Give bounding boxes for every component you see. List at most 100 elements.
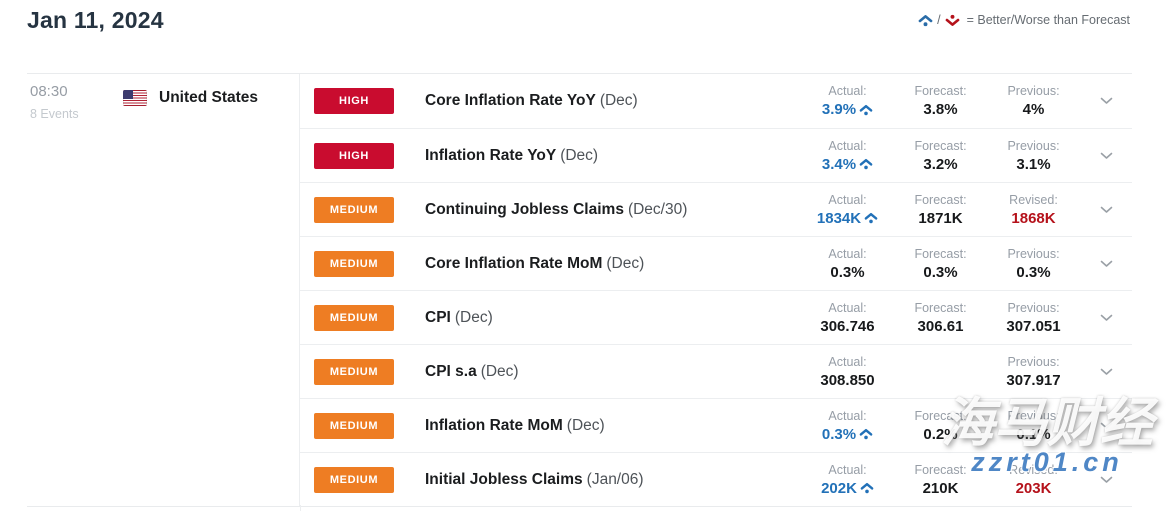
forecast-label: Forecast: [914,462,967,477]
event-title: Initial Jobless Claims [425,470,583,488]
actual-value: 308.850 [820,371,875,389]
event-name[interactable]: Inflation Rate MoM (Dec) [425,417,801,435]
previous-label: Previous: [1007,408,1060,423]
forecast-label: Forecast: [914,300,967,315]
column-divider-extension [300,505,301,511]
expand-row-button[interactable] [1080,476,1132,484]
chevron-down-icon [1100,368,1112,375]
actual-column: Actual: 202K [801,463,894,497]
better-than-forecast-icon [860,482,874,494]
economic-calendar-table: 08:30 8 Events United States HIGH Core I… [27,73,1132,507]
event-name[interactable]: CPI s.a (Dec) [425,363,801,381]
event-row-core-inflation-rate-mom[interactable]: MEDIUM Core Inflation Rate MoM (Dec) Actu… [300,236,1132,290]
expand-row-button[interactable] [1080,314,1132,322]
actual-label: Actual: [828,84,867,98]
forecast-value: 306.61 [917,317,964,335]
expand-row-button[interactable] [1080,97,1132,105]
chevron-down-icon [1100,476,1112,483]
forecast-column: Forecast: 306.61 [894,301,987,335]
impact-badge: MEDIUM [314,358,394,385]
chevron-down-icon [1100,97,1112,104]
actual-value: 306.746 [820,317,875,335]
forecast-label: Forecast: [914,138,967,153]
event-title: CPI s.a [425,362,477,380]
events-count: 8 Events [30,107,79,121]
country-row[interactable]: United States [123,89,258,107]
event-name[interactable]: Continuing Jobless Claims (Dec/30) [425,201,801,219]
expand-row-button[interactable] [1080,206,1132,214]
time-country-cell: 08:30 8 Events United States [27,74,300,506]
better-than-forecast-icon [859,158,873,170]
revised-column: Revised: 1868K [987,193,1080,227]
actual-value: 3.4% [801,156,894,173]
actual-value: 202K [801,480,894,497]
better-than-forecast-icon [859,428,873,440]
previous-value: 4% [1022,101,1045,118]
event-row-initial-jobless-claims[interactable]: MEDIUM Initial Jobless Claims (Jan/06) Ac… [300,452,1132,506]
event-row-inflation-rate-yoy[interactable]: HIGH Inflation Rate YoY (Dec) Actual: 3.4… [300,128,1132,182]
forecast-label: Forecast: [914,246,967,261]
actual-label: Actual: [828,300,867,315]
event-title: Inflation Rate MoM [425,416,563,434]
forecast-legend: / = Better/Worse than Forecast [918,13,1130,27]
forecast-column: Forecast: 0.3% [894,247,987,281]
revised-label: Revised: [1009,192,1058,207]
legend-separator: / [937,13,941,27]
event-title: CPI [425,308,451,326]
forecast-value: 0.3% [923,263,958,281]
actual-label: Actual: [828,462,867,477]
revised-label: Revised: [1009,462,1058,477]
forecast-column-empty [894,370,987,373]
event-name[interactable]: Inflation Rate YoY (Dec) [425,147,801,165]
page-title: Jan 11, 2024 [27,7,164,33]
impact-badge: MEDIUM [314,250,394,277]
better-than-forecast-icon [918,14,933,27]
better-than-forecast-icon [864,212,878,224]
event-period: (Dec) [606,254,645,272]
event-row-core-inflation-rate-yoy[interactable]: HIGH Core Inflation Rate YoY (Dec) Actual… [300,74,1132,128]
event-period: (Jan/06) [586,470,644,488]
event-row-cpi[interactable]: MEDIUM CPI (Dec) Actual: 306.746 Forecast… [300,290,1132,344]
expand-row-button[interactable] [1080,368,1132,376]
actual-column: Actual: 306.746 [801,301,894,335]
forecast-value: 3.8% [923,101,958,118]
event-period: (Dec) [599,92,638,109]
previous-label: Previous: [1007,354,1060,369]
country-name: United States [159,89,259,106]
revised-value: 1868K [1011,209,1056,227]
forecast-column: Forecast: 210K [894,463,987,497]
impact-badge: HIGH [314,142,394,169]
forecast-column: Forecast: 3.2% [894,139,987,173]
event-row-continuing-jobless-claims[interactable]: MEDIUM Continuing Jobless Claims (Dec/30)… [300,182,1132,236]
impact-badge: MEDIUM [314,412,394,439]
previous-value: 0.1% [1016,425,1051,443]
chevron-down-icon [1100,314,1112,321]
event-name[interactable]: CPI (Dec) [425,309,801,327]
event-name[interactable]: Initial Jobless Claims (Jan/06) [425,471,801,489]
forecast-value: 0.2% [923,425,958,443]
legend-text: = Better/Worse than Forecast [966,13,1130,27]
better-than-forecast-icon [859,104,873,116]
impact-badge: MEDIUM [314,304,394,331]
chevron-down-icon [1100,422,1112,429]
event-period: (Dec/30) [627,200,688,218]
us-flag-icon [123,90,147,106]
previous-label: Previous: [1007,138,1060,153]
actual-label: Actual: [828,192,867,207]
actual-value: 1834K [801,210,894,227]
actual-label: Actual: [828,408,867,423]
event-name[interactable]: Core Inflation Rate MoM (Dec) [425,255,801,273]
forecast-column: Forecast: 3.8% [894,84,987,118]
expand-row-button[interactable] [1080,260,1132,268]
expand-row-button[interactable] [1080,152,1132,160]
expand-row-button[interactable] [1080,422,1132,430]
event-row-cpi-sa[interactable]: MEDIUM CPI s.a (Dec) Actual: 308.850 Prev… [300,344,1132,398]
event-period: (Dec) [480,362,519,380]
event-name[interactable]: Core Inflation Rate YoY (Dec) [425,92,801,110]
revised-value: 203K [1015,479,1052,497]
chevron-down-icon [1100,152,1112,159]
previous-column: Previous: 0.3% [987,247,1080,281]
event-row-inflation-rate-mom[interactable]: MEDIUM Inflation Rate MoM (Dec) Actual: 0… [300,398,1132,452]
actual-label: Actual: [828,354,867,369]
previous-label: Previous: [1007,300,1060,315]
